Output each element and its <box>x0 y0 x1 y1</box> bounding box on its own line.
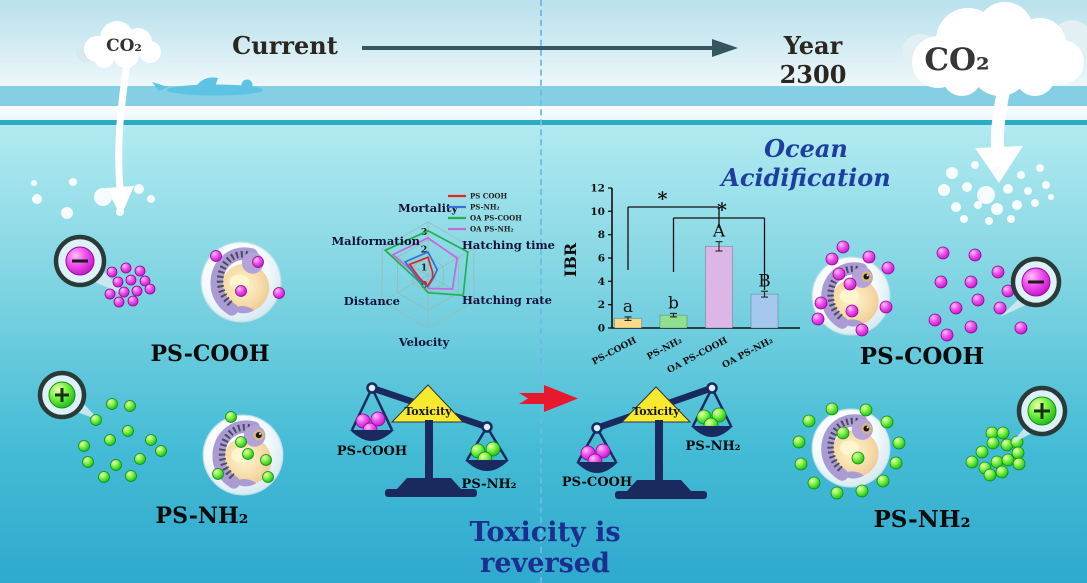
svg-text:Distance: Distance <box>344 294 400 308</box>
svg-text:OA PS-COOH: OA PS-COOH <box>470 214 522 223</box>
co2-label-large: CO₂ <box>924 42 990 78</box>
ps-cooh-particles-on-embryo-left <box>210 250 285 299</box>
balance-scale-current: Toxicity PS-COOH PS-NH₂ <box>337 382 517 497</box>
magnifier-positive-left <box>37 370 99 420</box>
ps-nh2-particles-on-embryo-left <box>212 411 274 483</box>
bar-OA PS-NH₂ <box>750 293 779 329</box>
toxicity-label-right-scale: Toxicity <box>632 405 680 418</box>
radar-legend: PS COOH PS-NH₂ OA PS-COOH OA PS-NH₂ <box>448 192 522 234</box>
x-tick-label: PS-COOH <box>591 336 639 368</box>
right-scale-ps-cooh-label: PS-COOH <box>562 475 632 490</box>
co2-down-arrow-right <box>975 91 1023 183</box>
ps-nh2-label-right: PS-NH₂ <box>873 506 971 533</box>
co2-cloud-small <box>76 21 161 68</box>
left-pan <box>576 462 618 473</box>
plus-icon <box>55 388 69 402</box>
svg-text:Velocity: Velocity <box>398 335 450 349</box>
plus-icon <box>1034 403 1050 419</box>
co2-down-arrow-left <box>106 62 134 216</box>
radar-grid <box>381 221 475 329</box>
ibr-bar-chart: 0 2 4 6 8 10 12 IBR a PS-COOH b PS-NH₂ A OA PS-COOH B O… <box>558 178 808 378</box>
transition-red-arrow <box>519 385 578 412</box>
radar-series-OA PS-NH₂ <box>391 236 459 290</box>
zebrafish-embryo-ps-nh2-right <box>812 409 890 487</box>
ps-cooh-particles-on-embryo-right <box>811 240 895 337</box>
center-divider-dashed-line <box>540 0 542 583</box>
svg-text:0: 0 <box>421 280 428 291</box>
water-surface-line <box>0 120 1087 125</box>
ps-cooh-label-left: PS-COOH <box>150 341 270 367</box>
x-tick-label: OA PS-NH₂ <box>721 336 775 371</box>
endpoint-radar-chart: 0 1 2 3 Mortality Hatching time Hatching rate V… <box>330 183 565 363</box>
left-pan <box>350 430 394 441</box>
magnifier-negative-left <box>53 234 130 297</box>
ps-cooh-particles-right <box>928 246 1028 342</box>
radar-series-OA PS-COOH <box>383 229 469 297</box>
ps-cooh-particles-left <box>104 262 156 308</box>
right-pan <box>691 426 733 437</box>
current-label: Current <box>232 31 338 60</box>
timeline-arrow <box>362 39 738 57</box>
ps-cooh-label-right: PS-COOH <box>859 343 985 370</box>
significance-bracket <box>672 217 766 290</box>
magnifier-negative-right <box>1000 256 1062 317</box>
svg-text:6: 6 <box>598 253 605 265</box>
svg-text:Hatching rate: Hatching rate <box>462 293 552 307</box>
svg-text:2: 2 <box>598 299 605 311</box>
left-scale-ps-cooh-label: PS-COOH <box>337 444 407 459</box>
svg-text:PS COOH: PS COOH <box>470 192 508 201</box>
significance-star: * <box>658 188 668 210</box>
ocean-background <box>0 125 1087 583</box>
co2-label-small: CO₂ <box>106 36 142 56</box>
foam-band <box>0 106 1087 122</box>
svg-text:Mortality: Mortality <box>398 201 458 215</box>
svg-text:Malformation: Malformation <box>331 234 420 248</box>
ps-nh2-particles-left <box>78 398 167 483</box>
svg-text:PS-NH₂: PS-NH₂ <box>470 203 500 212</box>
significance-letter: b <box>668 293 679 313</box>
svg-text:1: 1 <box>421 262 428 273</box>
co2-cloud-large <box>902 2 1087 96</box>
svg-text:0: 0 <box>598 323 605 335</box>
ps-nh2-particles-right <box>965 426 1026 482</box>
svg-text:12: 12 <box>590 183 605 195</box>
svg-text:4: 4 <box>598 276 605 288</box>
co2-bubbles-right <box>938 161 1054 225</box>
wave-band <box>0 86 1087 108</box>
radar-series-PS COOH <box>408 256 434 287</box>
svg-text:OA PS-NH₂: OA PS-NH₂ <box>470 225 514 234</box>
right-scale-ps-nh2-label: PS-NH₂ <box>686 439 741 454</box>
right-pan <box>465 460 509 471</box>
ocean-acidification-title: Ocean Acidification <box>721 134 891 192</box>
magnifier-positive-right <box>1011 385 1068 444</box>
left-scale-ps-nh2-label: PS-NH₂ <box>462 477 517 492</box>
ps-nh2-label-left: PS-NH₂ <box>155 503 249 529</box>
significance-star: * <box>717 199 727 221</box>
svg-text:10: 10 <box>590 206 605 218</box>
toxicity-reversed-caption: Toxicity is reversed <box>469 517 621 579</box>
svg-text:2: 2 <box>421 245 428 256</box>
svg-text:8: 8 <box>598 229 605 241</box>
significance-letter: A <box>712 222 726 242</box>
y-axis-label: IBR <box>561 242 580 277</box>
co2-bubbles-left <box>31 178 155 219</box>
toxicity-label-left-scale: Toxicity <box>404 405 452 418</box>
swimmer-icon <box>152 77 263 96</box>
svg-text:Hatching time: Hatching time <box>462 238 555 252</box>
balance-scale-oa: Toxicity PS-COOH PS-NH₂ <box>562 382 741 499</box>
ps-nh2-particles-on-embryo-right <box>792 402 906 500</box>
x-tick-label: PS-NH₂ <box>646 336 684 363</box>
bar-OA PS-COOH <box>705 245 733 329</box>
year-2300-label: Year 2300 <box>779 31 847 89</box>
zebrafish-embryo-ps-cooh-right <box>812 257 890 335</box>
significance-letter: a <box>623 297 633 317</box>
